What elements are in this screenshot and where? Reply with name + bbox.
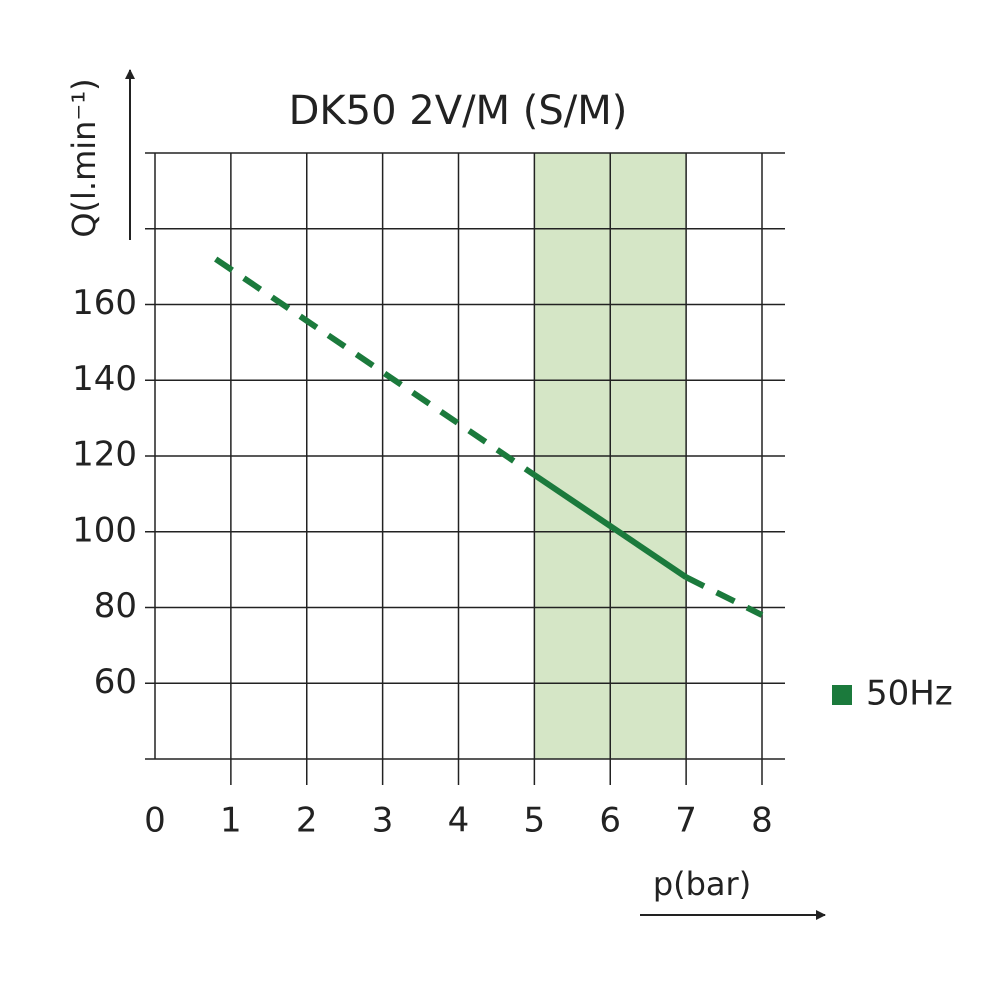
line-segment [684, 574, 764, 618]
y-tick-label: 160 [72, 283, 137, 323]
y-tick-label: 100 [72, 510, 137, 550]
plot-background [145, 152, 785, 785]
line-segment [532, 472, 688, 580]
x-tick-label: 8 [751, 801, 773, 841]
x-tick-label: 4 [448, 801, 470, 841]
x-tick-label: 1 [220, 801, 242, 841]
x-tick-label: 2 [296, 801, 318, 841]
x-tick-label: 7 [675, 801, 697, 841]
y-tick-label: 140 [72, 359, 137, 399]
chart-title: DK50 2V/M (S/M) [289, 88, 628, 134]
y-tick-label: 80 [94, 586, 137, 626]
y-axis-label: Q(l.min⁻¹) [65, 78, 103, 237]
x-axis-label: p(bar) [653, 865, 751, 903]
legend-swatch [832, 685, 852, 705]
legend-label: 50Hz [866, 674, 953, 714]
x-tick-label: 6 [599, 801, 621, 841]
x-tick-label: 0 [144, 801, 166, 841]
y-tick-label: 60 [94, 662, 137, 702]
x-tick-label: 3 [372, 801, 394, 841]
y-tick-label: 120 [72, 435, 137, 475]
x-tick-label: 5 [524, 801, 546, 841]
line-segment [214, 256, 537, 478]
